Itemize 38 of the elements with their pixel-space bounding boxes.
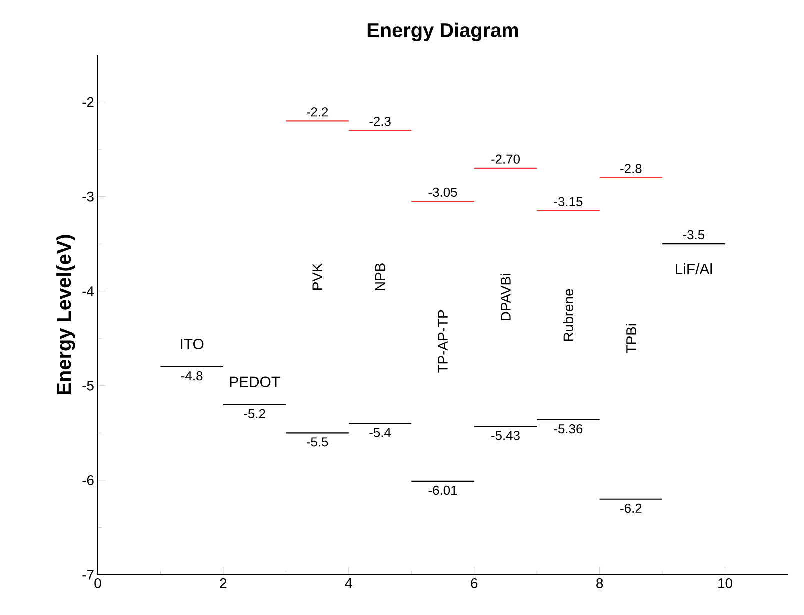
y-tick-label: -5 (82, 381, 94, 391)
annotation: DPAVBi (500, 274, 511, 321)
x-tick-label: 4 (345, 578, 352, 588)
annotation: ITO (181, 338, 204, 350)
data-label: -5.5 (306, 438, 328, 447)
annotation: TP-AP-TP (438, 310, 448, 373)
data-label: -2.2 (306, 108, 328, 117)
data-label: -5.36 (554, 424, 583, 434)
data-label: -4.8 (182, 372, 203, 381)
x-tick-label: 6 (471, 578, 478, 588)
data-label: -5.43 (492, 431, 520, 440)
y-tick-label: -2 (82, 97, 94, 108)
data-label: -2.3 (370, 116, 391, 126)
data-label: -3.15 (554, 197, 583, 206)
annotation: Rubrene (563, 289, 574, 342)
x-tick-label: 2 (220, 578, 227, 588)
y-tick-label: -7 (82, 570, 94, 580)
chart-title: Energy Diagram (368, 22, 518, 42)
data-label: -3.05 (428, 188, 458, 198)
y-tick-label: -4 (82, 286, 94, 296)
annotation: PEDOT (230, 376, 280, 388)
data-label: -6.2 (620, 504, 642, 514)
data-label: -5.4 (370, 428, 392, 438)
data-label: -2.8 (620, 164, 642, 174)
x-tick-label: 8 (596, 578, 604, 588)
data-label: -3.5 (683, 230, 705, 240)
annotation: PVK (312, 263, 322, 290)
x-tick-label: 10 (718, 578, 732, 588)
annotation: LiF/Al (676, 264, 712, 275)
annotation: NPB (375, 264, 386, 290)
annotation: TPBi (626, 324, 636, 354)
data-label: -6.01 (428, 486, 458, 496)
y-tick-label: -6 (82, 476, 94, 486)
data-label: -5.2 (244, 409, 266, 418)
y-tick-label: -3 (82, 192, 94, 202)
x-tick-label: 0 (94, 578, 102, 588)
y-axis-title: Energy Level(eV) (56, 235, 76, 395)
data-label: -2.70 (492, 154, 520, 164)
